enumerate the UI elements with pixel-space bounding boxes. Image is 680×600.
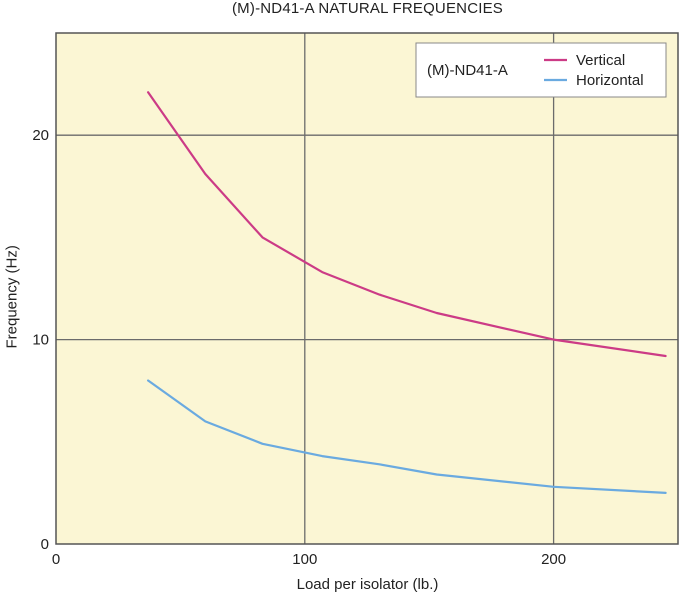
legend-items: Vertical Horizontal: [544, 52, 644, 89]
legend: (M)-ND41-A Vertical Horizontal: [415, 42, 667, 98]
series-lines: [147, 91, 667, 494]
x-tick-label: 0: [52, 551, 60, 568]
grid-lines: [56, 33, 678, 544]
plot-border: [55, 32, 679, 545]
y-tick-label: 0: [41, 536, 49, 553]
legend-label-horizontal: Horizontal: [576, 72, 644, 89]
y-tick-label: 20: [32, 127, 49, 144]
chart-title: (M)-ND41-A NATURAL FREQUENCIES: [231, 0, 504, 17]
series-line-horizontal: [147, 379, 667, 494]
axis-ticks: 0 100 200 0 10 20: [32, 127, 566, 568]
x-tick-label: 200: [541, 551, 566, 568]
plot-area: [56, 33, 678, 544]
legend-title: (M)-ND41-A: [427, 62, 508, 79]
legend-box: [415, 42, 667, 98]
series-line-vertical: [147, 91, 667, 358]
legend-label-vertical: Vertical: [576, 52, 625, 69]
y-tick-label: 10: [32, 332, 49, 349]
x-axis-label: Load per isolator (lb.): [296, 576, 439, 593]
x-tick-label: 100: [292, 551, 317, 568]
